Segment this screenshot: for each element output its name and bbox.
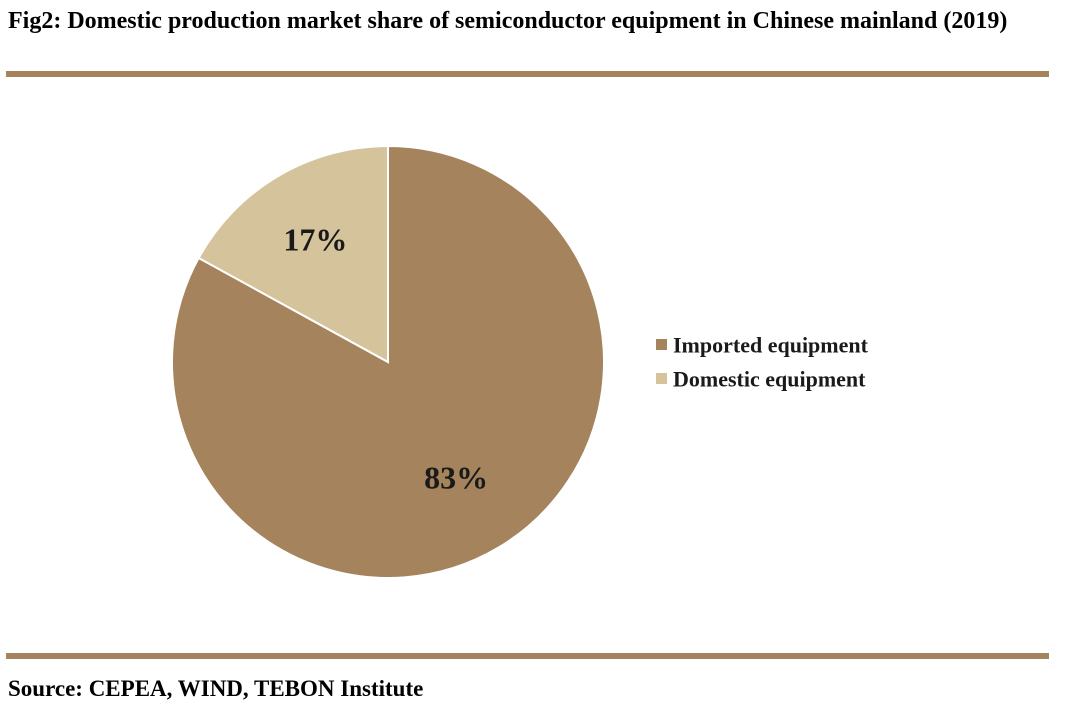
legend-label-imported-equipment: Imported equipment: [673, 333, 869, 358]
pie-slice-domestic-equipment: [197, 144, 389, 364]
pie-data-labels: 83% 17%: [283, 221, 488, 495]
source-note: Source: CEPEA, WIND, TEBON Institute: [8, 676, 424, 701]
pie-slice-imported-equipment: [171, 144, 605, 579]
bottom-divider: [6, 653, 1049, 659]
data-label-domestic-equipment: 17%: [283, 221, 347, 257]
top-divider: [6, 71, 1049, 77]
figure-title: Fig2: Domestic production market share o…: [8, 8, 1008, 34]
legend-label-domestic-equipment: Domestic equipment: [673, 367, 866, 392]
legend: Imported equipment Domestic equipment: [656, 333, 869, 392]
legend-swatch-imported-equipment: [656, 339, 667, 350]
pie-chart: 83% 17% Imported equipment Domestic equipm…: [171, 144, 869, 579]
data-label-imported-equipment: 83%: [424, 459, 488, 495]
legend-swatch-domestic-equipment: [656, 373, 667, 384]
pie-slices: [171, 144, 605, 579]
